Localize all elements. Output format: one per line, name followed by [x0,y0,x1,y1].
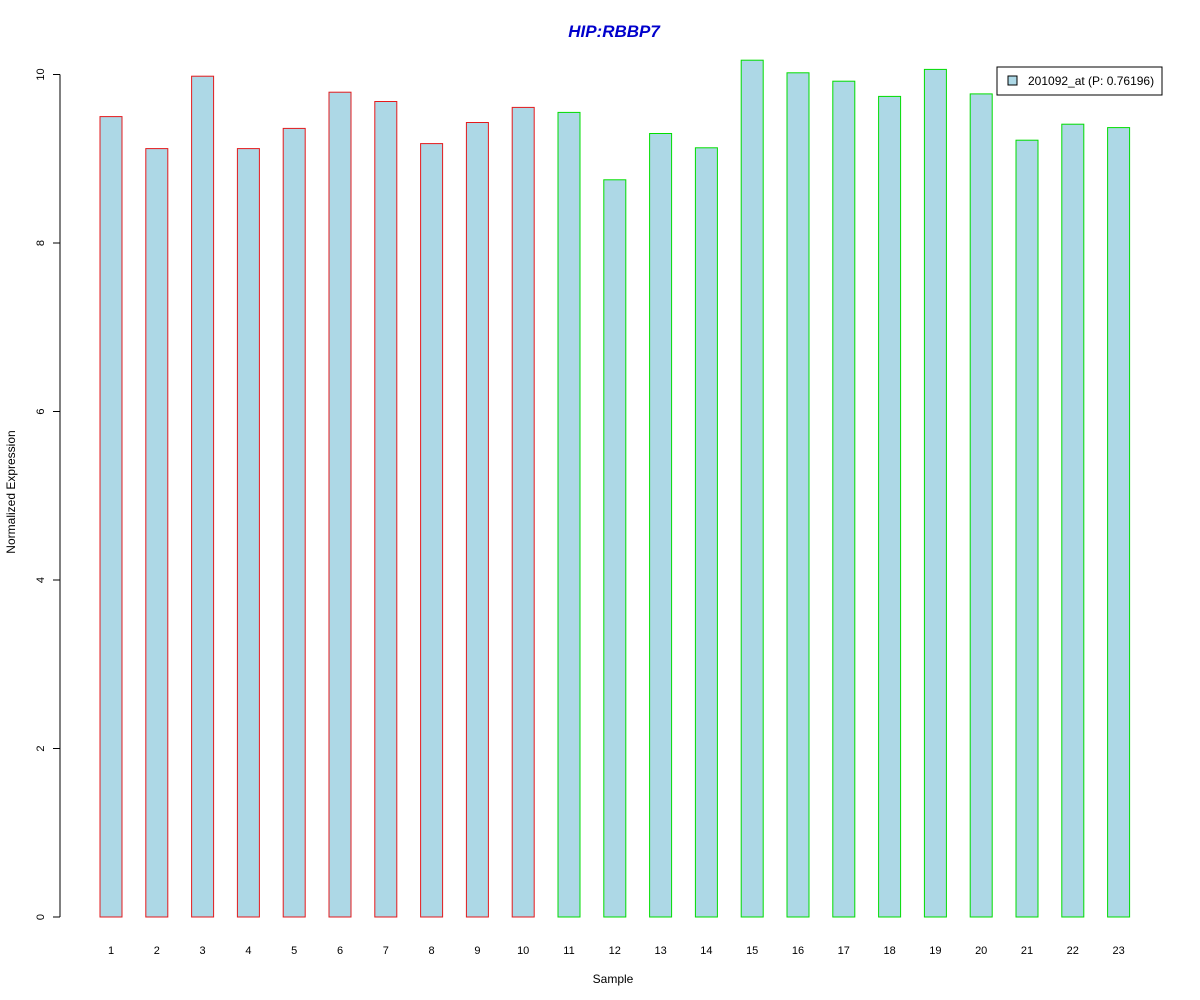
y-axis: 0 2 4 6 8 10 [35,68,61,920]
bar-sample-9 [465,122,489,918]
x-tick-label: 14 [700,945,712,957]
bar-sample-12 [603,179,627,918]
y-tick-label: 6 [35,408,47,414]
x-axis-label: Sample [593,972,634,986]
x-tick-label: 10 [517,945,529,957]
legend-box [996,66,1163,96]
chart-title: HIP:RBBP7 [568,22,661,41]
bar-sample-13 [649,133,673,918]
bar-sample-23 [1107,127,1131,918]
x-tick-label: 3 [200,945,206,957]
x-tick-label: 21 [1021,945,1033,957]
x-tick-label: 17 [838,945,850,957]
bar-sample-5 [282,127,306,918]
x-tick-label: 13 [654,945,666,957]
bar-sample-2 [145,148,169,918]
bar-sample-3 [191,75,215,918]
y-tick-label: 8 [35,240,47,246]
y-tick-label: 0 [35,914,47,920]
bar-sample-16 [786,72,810,918]
x-axis-tick-labels: 1 2 3 4 5 6 7 8 9 10 11 12 13 14 15 16 17 18 19 20 21 22 23 [108,945,1125,957]
bar-sample-15 [740,59,764,918]
x-tick-label: 11 [563,945,574,957]
bar-sample-7 [374,101,398,918]
x-tick-label: 12 [609,945,621,957]
x-tick-label: 6 [337,945,343,957]
x-tick-label: 16 [792,945,804,957]
legend-swatch [1007,75,1018,86]
y-tick-label: 4 [35,577,47,583]
bar-sample-11 [557,111,581,918]
bar-sample-10 [511,106,535,918]
y-tick-label: 10 [35,68,47,80]
x-tick-label: 19 [929,945,941,957]
bar-sample-14 [694,147,718,918]
x-tick-label: 20 [975,945,987,957]
bar-sample-17 [832,80,856,918]
y-tick-label: 2 [35,745,47,751]
bar-sample-1 [99,116,123,918]
bar-sample-4 [236,148,260,918]
bar-sample-19 [923,68,947,918]
x-tick-label: 8 [429,945,435,957]
x-tick-label: 5 [291,945,297,957]
x-tick-label: 7 [383,945,389,957]
legend: 201092_at (P: 0.76196) [996,66,1163,96]
bar-sample-6 [328,91,352,918]
bar-sample-8 [420,143,444,918]
bar-sample-20 [969,93,993,918]
x-tick-label: 22 [1067,945,1079,957]
x-tick-label: 18 [883,945,895,957]
bar-sample-22 [1061,123,1085,918]
bar-sample-18 [878,95,902,918]
x-tick-label: 9 [474,945,480,957]
legend-entry-label: 201092_at (P: 0.76196) [1028,74,1154,88]
bars-group [99,59,1131,918]
x-tick-label: 1 [108,945,114,957]
x-tick-label: 23 [1112,945,1124,957]
x-tick-label: 2 [154,945,160,957]
x-tick-label: 4 [245,945,251,957]
bar-sample-21 [1015,139,1039,918]
y-axis-label: Normalized Expression [4,430,18,553]
x-tick-label: 15 [746,945,758,957]
